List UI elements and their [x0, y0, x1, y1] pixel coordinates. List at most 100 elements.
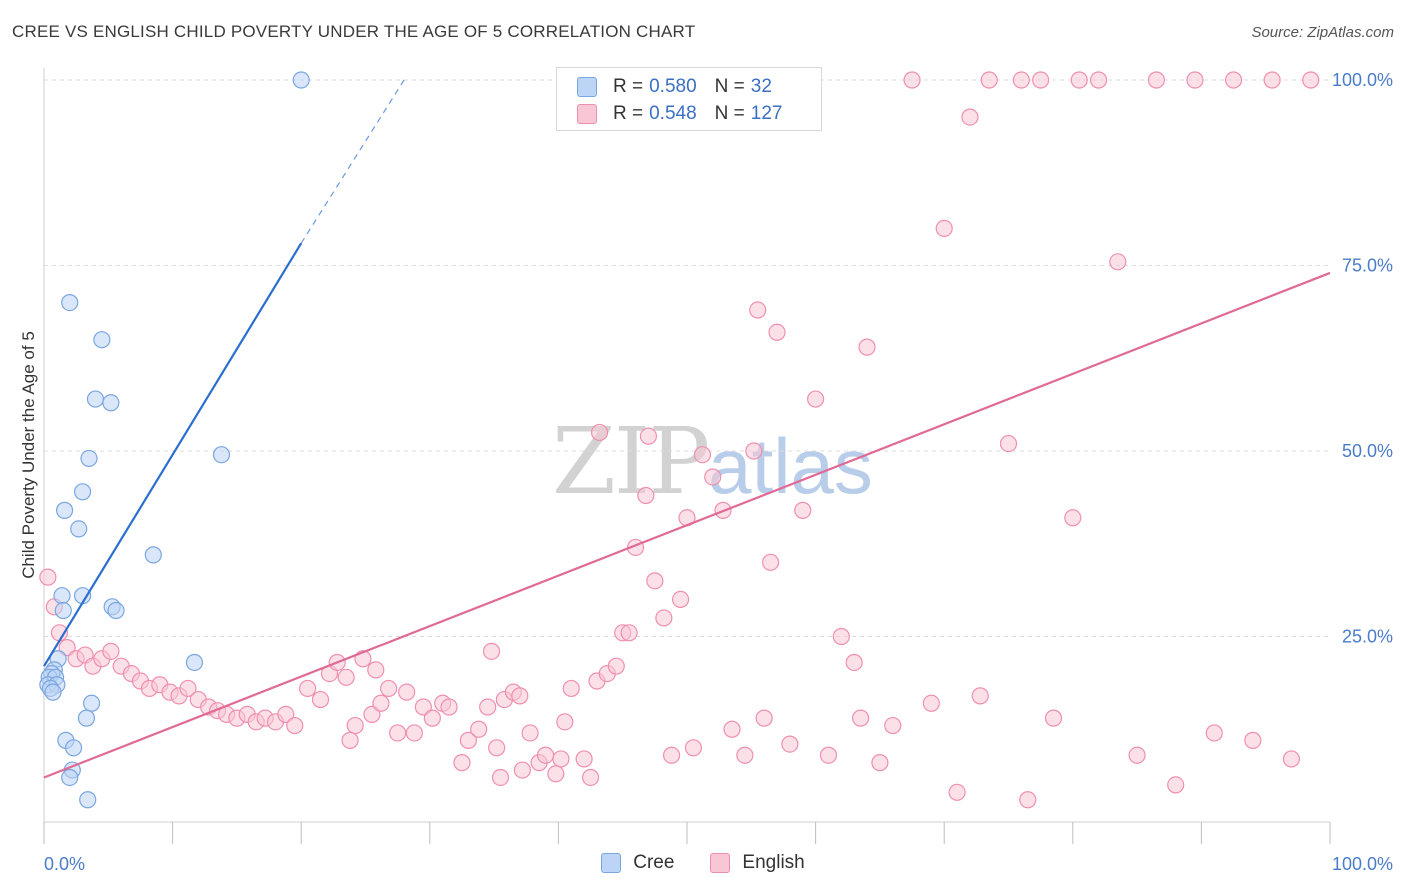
english-point-122 — [971, 687, 989, 705]
english-point-0 — [39, 568, 57, 586]
y-tick-label-75: 75.0% — [1342, 256, 1393, 276]
english-point-67 — [637, 486, 655, 505]
english-point-37 — [380, 679, 398, 698]
english-point-85 — [819, 746, 838, 764]
english-legend-label: English — [742, 852, 805, 873]
chart-title: CREE VS ENGLISH CHILD POVERTY UNDER THE … — [12, 22, 696, 41]
english-point-97 — [999, 434, 1018, 453]
english-point-125 — [1070, 71, 1088, 89]
english-point-103 — [1109, 253, 1127, 271]
english-point-33 — [346, 716, 364, 735]
english-point-82 — [781, 735, 799, 753]
english-legend-swatch — [710, 853, 731, 873]
english-point-84 — [806, 390, 825, 408]
english-point-73 — [684, 739, 703, 757]
english-point-80 — [755, 709, 773, 727]
cree-legend-label: Cree — [633, 852, 675, 873]
english-point-53 — [521, 724, 539, 742]
english-point-49 — [488, 739, 506, 757]
english-point-71 — [671, 590, 690, 609]
english-point-58 — [562, 679, 580, 698]
y-tick-label-25: 25.0% — [1342, 627, 1393, 647]
cree-n-label: N = — [714, 76, 745, 97]
source-label: Source: ZipAtlas.com — [1251, 24, 1394, 41]
english-point-40 — [405, 724, 423, 742]
english-point-126 — [341, 731, 359, 749]
cree-point-9 — [70, 520, 88, 538]
x-tick-label-min: 0.0% — [44, 854, 85, 874]
english-point-36 — [372, 694, 390, 712]
english-point-38 — [389, 724, 407, 742]
english-point-70 — [662, 746, 681, 764]
english-point-52 — [513, 761, 531, 779]
cree-point-15 — [54, 601, 72, 620]
english-point-68 — [646, 572, 664, 590]
cree-point-3 — [86, 390, 105, 408]
english-point-65 — [620, 624, 638, 642]
cree-point-29 — [64, 739, 83, 757]
english-point-75 — [704, 468, 722, 486]
english-point-114 — [367, 661, 385, 679]
english-point-16 — [179, 679, 197, 698]
axes — [43, 68, 1331, 844]
cree-point-16 — [185, 653, 204, 672]
cree-trendline-extension — [300, 79, 405, 244]
english-point-29 — [311, 690, 330, 709]
english-point-87 — [845, 653, 863, 672]
english-point-47 — [470, 720, 488, 738]
cree-point-7 — [73, 483, 92, 501]
english-point-112 — [1282, 750, 1301, 768]
cree-point-4 — [102, 394, 120, 412]
english-point-95 — [961, 108, 979, 126]
cree-r-value: 0.580 — [649, 76, 697, 97]
english-point-57 — [556, 713, 574, 731]
english-point-86 — [832, 627, 850, 646]
english-point-77 — [723, 720, 741, 738]
english-point-94 — [948, 783, 966, 801]
cree-point-26 — [82, 694, 101, 712]
english-point-91 — [903, 71, 921, 89]
english-point-32 — [337, 668, 355, 686]
english-point-92 — [922, 694, 940, 712]
english-point-113 — [1302, 71, 1320, 89]
english-point-106 — [1167, 776, 1185, 794]
english-point-81 — [768, 323, 786, 341]
english-point-102 — [1089, 71, 1108, 89]
english-point-56 — [547, 765, 565, 783]
english-point-119 — [761, 553, 780, 571]
english-swatch — [577, 104, 597, 124]
english-point-83 — [794, 501, 812, 519]
english-point-48 — [479, 698, 497, 716]
english-point-89 — [871, 754, 889, 772]
legend-item-cree[interactable]: Cree — [601, 852, 674, 874]
cree-point-14 — [107, 601, 125, 620]
cree-point-31 — [61, 768, 79, 787]
english-point-109 — [1224, 71, 1243, 89]
english-point-101 — [1064, 509, 1082, 527]
cree-point-12 — [53, 587, 71, 605]
english-point-118 — [852, 709, 870, 727]
cree-n-value: 32 — [750, 76, 772, 97]
english-point-90 — [884, 716, 902, 735]
english-point-41 — [414, 698, 432, 716]
english-point-44 — [440, 698, 458, 716]
english-point-120 — [552, 750, 570, 768]
english-n-value: 127 — [750, 103, 783, 124]
english-n-label: N = — [714, 103, 745, 124]
english-point-8 — [102, 642, 120, 660]
tick-labels: 25.0% 50.0% 75.0% 100.0% 0.0% 100.0% — [44, 70, 1393, 874]
english-point-35 — [363, 705, 381, 724]
legend-item-english[interactable]: English — [710, 852, 805, 874]
cree-point-1 — [61, 294, 79, 312]
english-point-59 — [575, 750, 593, 768]
english-point-3 — [58, 639, 76, 657]
english-point-96 — [980, 71, 998, 89]
english-point-63 — [607, 657, 625, 675]
english-point-99 — [1032, 71, 1050, 89]
cree-trendline — [43, 242, 303, 667]
english-point-42 — [423, 709, 441, 727]
english-trendline — [43, 271, 1331, 779]
y-tick-label-100: 100.0% — [1332, 70, 1393, 90]
english-point-104 — [1128, 746, 1146, 764]
